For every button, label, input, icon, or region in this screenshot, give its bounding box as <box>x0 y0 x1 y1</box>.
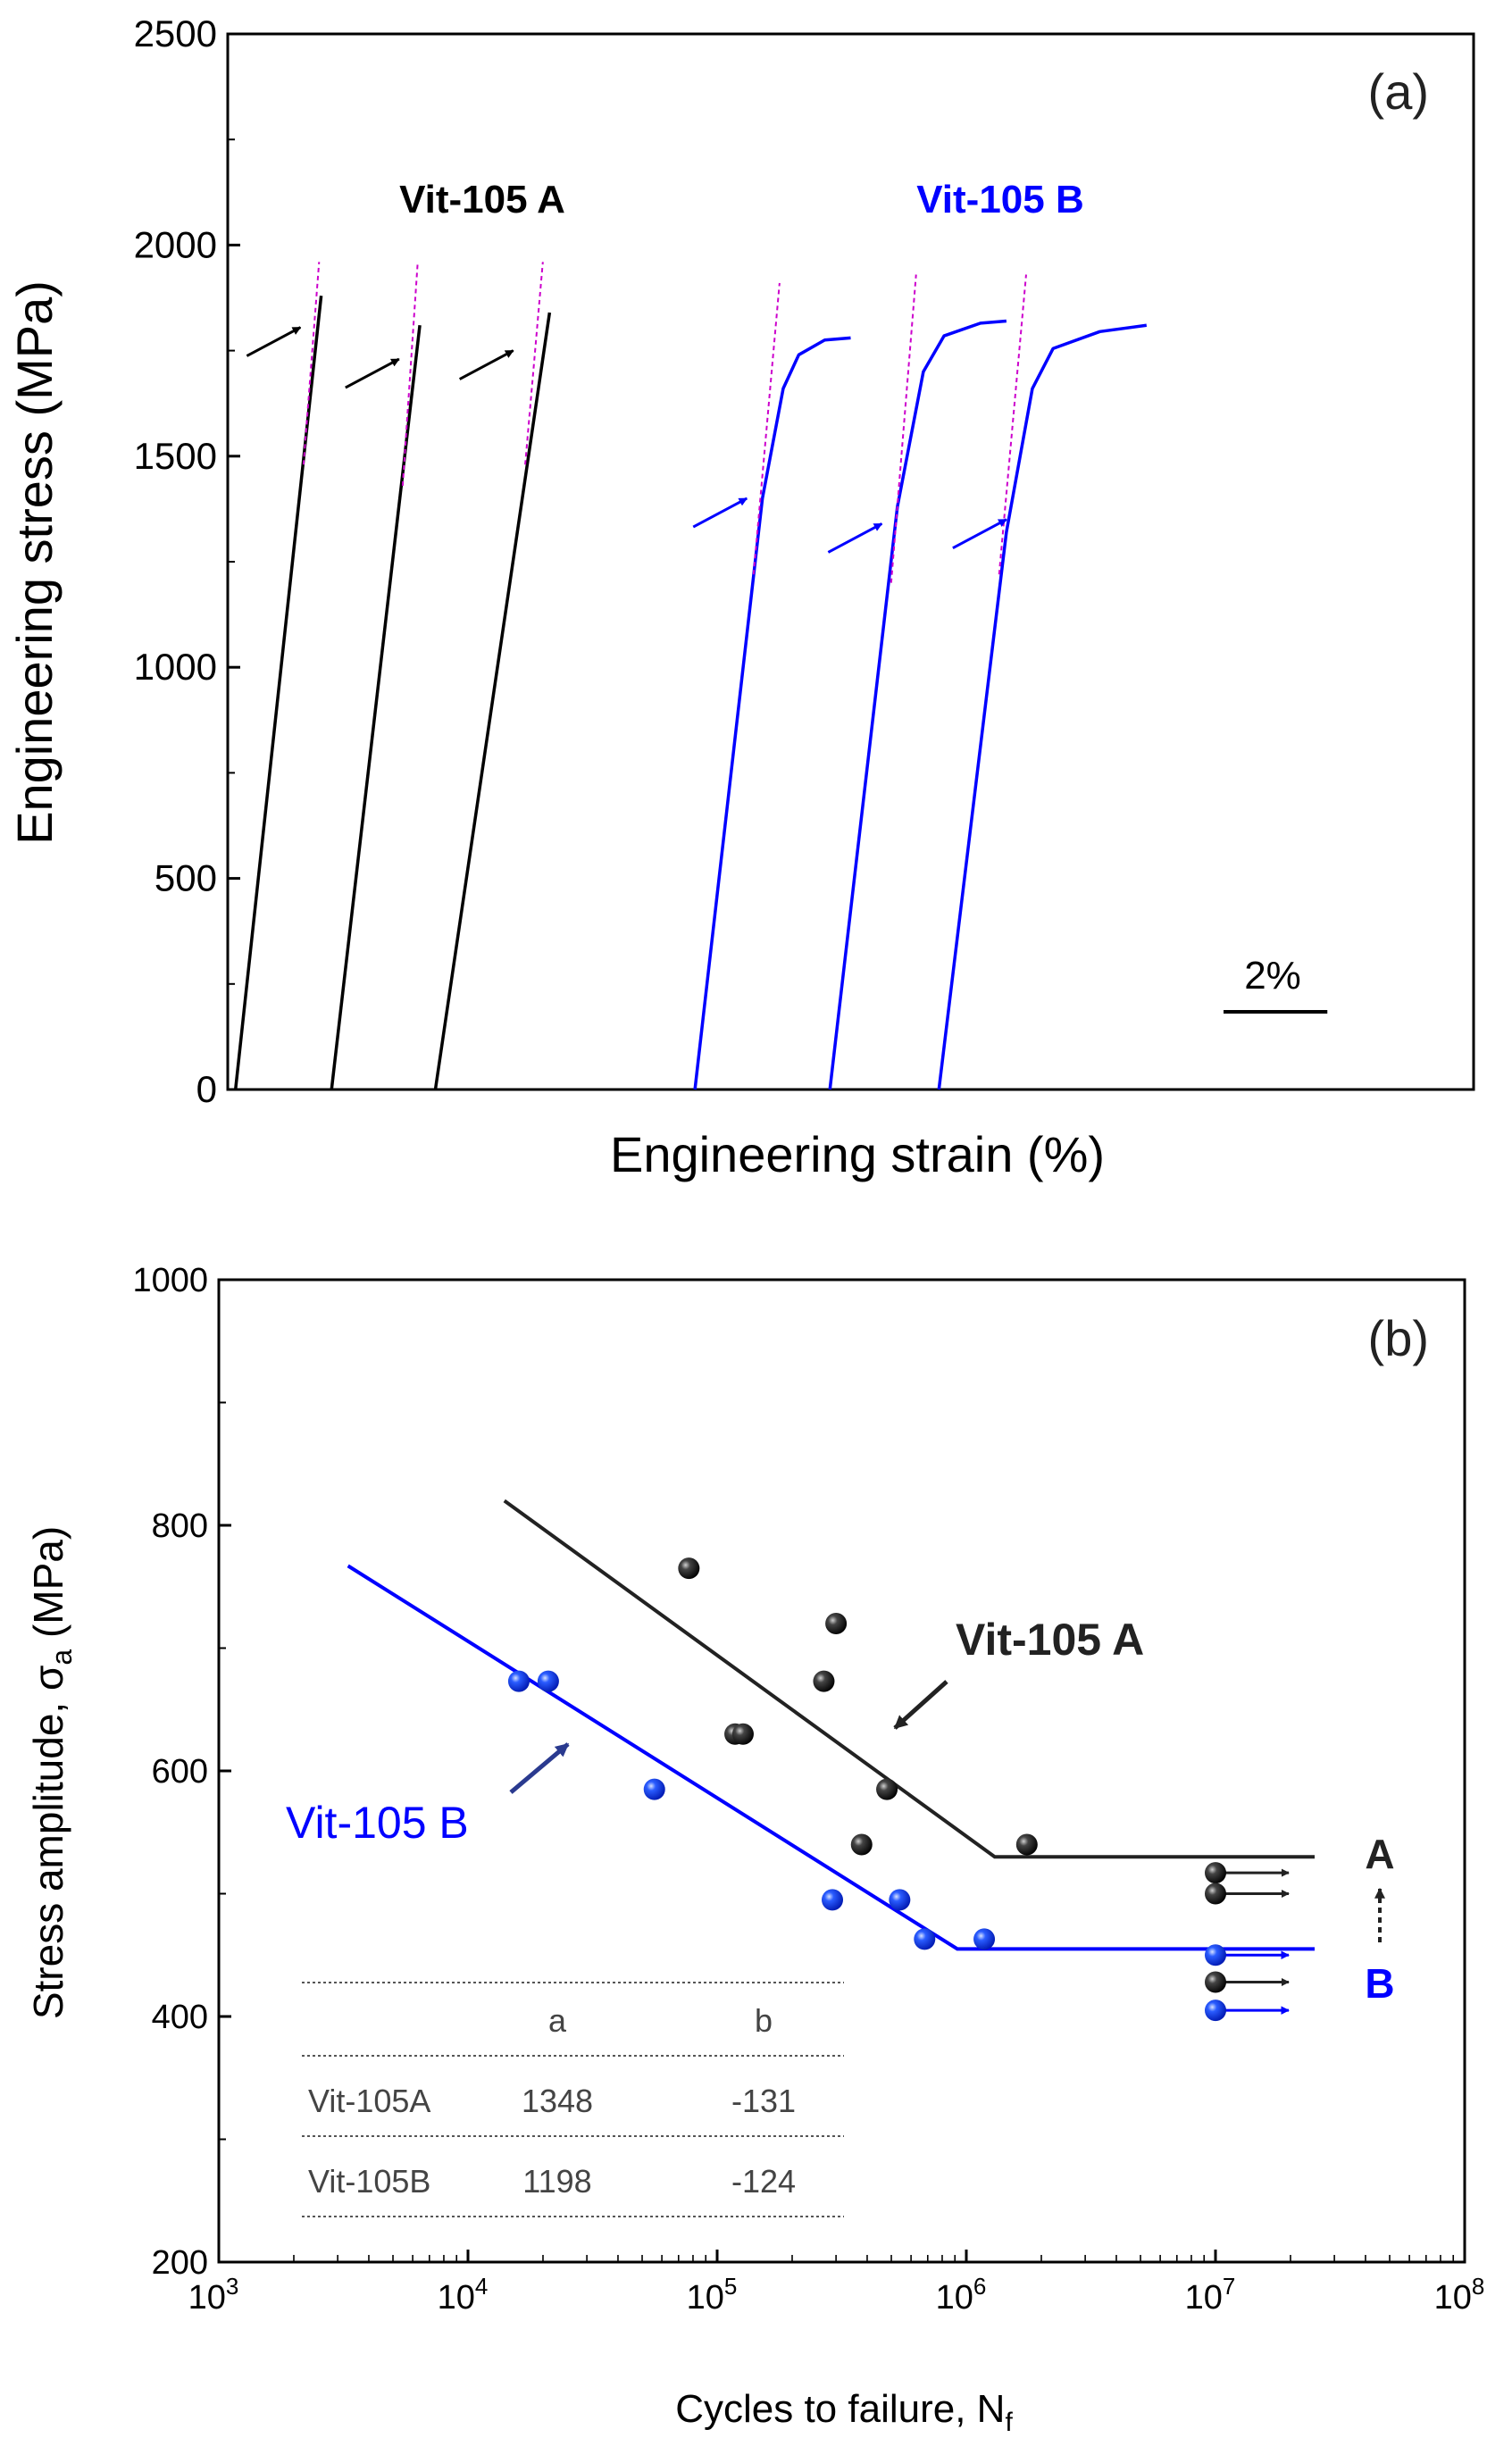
x-axis-label-b: Cycles to failure, Nf <box>675 2387 1013 2437</box>
scale-bar-label: 2% <box>1244 954 1301 998</box>
x-axis-label-a: Engineering strain (%) <box>610 1126 1105 1182</box>
data-point-a <box>678 1557 700 1580</box>
annotation-vit105b: Vit-105 B <box>286 1798 469 1848</box>
data-point-a <box>731 1723 754 1745</box>
data-point-b <box>643 1778 665 1800</box>
panel-b: (b) 200 400 600 800 1000 103 104 105 106 107 108 V… <box>25 1262 1484 2437</box>
y-tick-label: 1000 <box>132 1262 208 1299</box>
y-tick-label: 2500 <box>134 13 217 54</box>
stress-strain-curve-b <box>828 319 1007 1090</box>
stress-strain-curve-b <box>937 323 1148 1090</box>
data-point-a <box>1015 1833 1038 1856</box>
annotation-vit105a: Vit-105 A <box>956 1615 1144 1665</box>
y-tick-label: 800 <box>152 1507 208 1545</box>
runout-point-a <box>1205 1883 1226 1905</box>
x-tick-label: 108 <box>1434 2273 1485 2317</box>
table-cell: -131 <box>731 2083 796 2119</box>
elastic-fit-line <box>998 274 1027 575</box>
fit-line-b <box>347 1564 1316 1951</box>
y-tick-label: 0 <box>196 1068 217 1110</box>
x-tick-label: 106 <box>936 2273 987 2317</box>
data-point-b <box>822 1889 844 1911</box>
yield-arrow <box>952 518 1007 550</box>
parameter-table: a b Vit-105A 1348 -131 Vit-105B 1198 -12… <box>302 1982 844 2217</box>
elastic-fit-line <box>302 262 321 465</box>
curves-a <box>233 262 1148 1090</box>
group-label-a: Vit-105 A <box>399 178 565 221</box>
yield-arrow <box>692 497 748 529</box>
x-tick-label: 105 <box>687 2273 738 2317</box>
table-header-a: a <box>548 2002 567 2039</box>
runout-point-b <box>1205 1944 1226 1966</box>
elastic-fit-line <box>401 262 419 486</box>
y-tick-label: 500 <box>155 857 217 899</box>
table-row-label: Vit-105B <box>308 2163 430 2200</box>
table-cell: 1348 <box>522 2083 593 2119</box>
panel-label-b: (b) <box>1368 1310 1429 1366</box>
y-tick-label: 1500 <box>134 435 217 477</box>
data-point-a <box>850 1833 873 1856</box>
fit-lines-b <box>347 1499 1316 1951</box>
x-tick-label: 104 <box>438 2273 489 2317</box>
data-point-b <box>914 1928 936 1950</box>
panel-label-a: (a) <box>1368 63 1429 120</box>
yield-arrow <box>827 522 883 554</box>
stress-strain-curve-a <box>233 295 323 1090</box>
fit-line-a <box>503 1499 1316 1859</box>
group-label-b: Vit-105 B <box>916 178 1084 221</box>
y-tick-label: 1000 <box>134 646 217 688</box>
yield-arrow <box>345 357 400 389</box>
elastic-fit-line <box>752 282 781 575</box>
yield-arrow <box>246 326 302 357</box>
data-point-a <box>813 1670 835 1692</box>
y-tick-label: 400 <box>152 1999 208 2036</box>
data-point-b <box>889 1889 911 1911</box>
yield-arrow <box>458 349 514 380</box>
table-header-b: b <box>755 2002 773 2039</box>
x-tick-label: 107 <box>1185 2273 1236 2317</box>
y-tick-label: 2000 <box>134 223 217 265</box>
elastic-fit-line <box>890 274 917 583</box>
stress-strain-curve-b <box>693 336 851 1090</box>
y-axis-label-a: Engineering stress (MPa) <box>6 280 63 845</box>
annotation-arrow-a <box>893 1680 948 1730</box>
table-cell: -124 <box>731 2163 796 2200</box>
data-point-b <box>537 1670 559 1692</box>
stress-strain-curve-a <box>433 312 552 1090</box>
data-point-a <box>876 1778 898 1800</box>
end-label-a: A <box>1365 1831 1394 1877</box>
elastic-fit-line <box>524 262 544 465</box>
runout-point-a <box>1205 1862 1226 1884</box>
y-tick-label: 200 <box>152 2244 208 2282</box>
end-label-b: B <box>1365 1960 1394 2007</box>
panel-a: (a) 0 500 1000 1500 2000 2500 Vit-105 A Vit-1… <box>6 13 1475 1182</box>
table-cell: 1198 <box>522 2163 591 2200</box>
runout-point-b <box>1205 2000 1226 2022</box>
stress-strain-curve-a <box>330 325 422 1090</box>
axis-ticks-b: 200 400 600 800 1000 103 104 105 106 107 108 <box>132 1262 1484 2317</box>
table-row-label: Vit-105A <box>308 2083 430 2119</box>
y-axis-label-b: Stress amplitude, σa (MPa) <box>25 1526 78 2019</box>
y-ticks-a: 0 500 1000 1500 2000 2500 <box>134 13 240 1110</box>
runout-point-a <box>1205 1971 1226 1993</box>
x-tick-label: 103 <box>188 2273 239 2317</box>
data-point-a <box>825 1613 848 1634</box>
data-point-b <box>973 1928 996 1950</box>
data-point-b <box>507 1670 530 1692</box>
y-tick-label: 600 <box>152 1753 208 1791</box>
data-points-b <box>507 1557 1290 2022</box>
annotation-arrow-b <box>509 1742 570 1794</box>
